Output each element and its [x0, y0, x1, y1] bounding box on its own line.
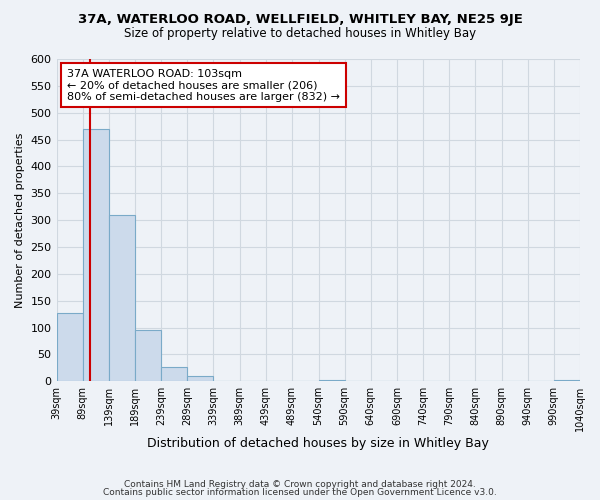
Bar — [135, 330, 161, 382]
Y-axis label: Number of detached properties: Number of detached properties — [15, 132, 25, 308]
Bar — [56, 312, 83, 382]
Bar — [161, 367, 187, 382]
Bar — [554, 380, 580, 382]
Text: Size of property relative to detached houses in Whitley Bay: Size of property relative to detached ho… — [124, 28, 476, 40]
Bar — [319, 380, 344, 382]
Text: Contains HM Land Registry data © Crown copyright and database right 2024.: Contains HM Land Registry data © Crown c… — [124, 480, 476, 489]
X-axis label: Distribution of detached houses by size in Whitley Bay: Distribution of detached houses by size … — [148, 437, 489, 450]
Bar — [83, 129, 109, 382]
Text: 37A, WATERLOO ROAD, WELLFIELD, WHITLEY BAY, NE25 9JE: 37A, WATERLOO ROAD, WELLFIELD, WHITLEY B… — [77, 12, 523, 26]
Bar — [109, 215, 135, 382]
Text: 37A WATERLOO ROAD: 103sqm
← 20% of detached houses are smaller (206)
80% of semi: 37A WATERLOO ROAD: 103sqm ← 20% of detac… — [67, 68, 340, 102]
Bar — [187, 376, 214, 382]
Text: Contains public sector information licensed under the Open Government Licence v3: Contains public sector information licen… — [103, 488, 497, 497]
